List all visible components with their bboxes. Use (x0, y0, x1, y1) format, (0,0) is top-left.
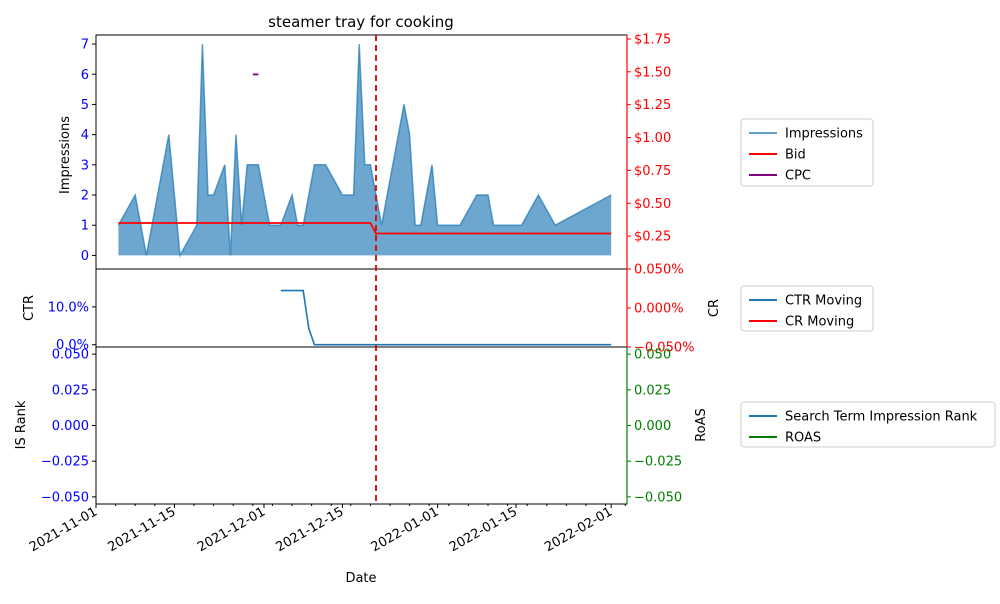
bottom-left-tick-label: −0.050 (41, 490, 89, 505)
middle-right-ylabel: CR (707, 299, 722, 317)
top-left-tick-label: 0 (81, 249, 89, 264)
top-left-tick-label: 2 (81, 189, 89, 204)
bottom-right-tick-label: 0.025 (634, 383, 671, 398)
x-tick-label: 2021-11-01 (27, 504, 100, 555)
top-legend-label: Impressions (785, 127, 863, 142)
top-left-tick-label: 3 (81, 158, 89, 173)
middle-right-tick-label: 0.000% (634, 302, 684, 317)
middle-left-tick-label: 10.0% (48, 300, 89, 315)
bottom-left-tick-label: −0.025 (41, 455, 89, 470)
top-right-tick-label: $0.75 (634, 164, 671, 179)
chart-marks: 0 1 2 3 4 5 6 7 $0.25 $0.50 $0.75 $1.00 $1.25 $1.50 $1… (27, 32, 996, 555)
x-axis-label: Date (345, 571, 376, 586)
x-tick-label: 2021-11-15 (105, 504, 178, 555)
top-right-tick-label: $0.25 (634, 230, 671, 245)
bottom-legend-label: ROAS (785, 431, 821, 446)
bid-line (118, 222, 612, 235)
x-tick-label: 2021-12-15 (273, 504, 346, 555)
bottom-legend-label: Search Term Impression Rank (785, 410, 978, 425)
x-tick-label: 2022-01-15 (447, 504, 520, 555)
middle-left-ylabel: CTR (22, 295, 37, 321)
middle-legend-box (740, 285, 874, 332)
bottom-right-ylabel: RoAS (694, 408, 709, 442)
impressions-area (118, 44, 612, 256)
top-right-tick-label: $0.50 (634, 197, 671, 212)
top-legend-label: Bid (785, 148, 806, 163)
middle-legend-label: CTR Moving (785, 294, 862, 309)
chart-title: steamer tray for cooking (268, 13, 454, 31)
top-left-ylabel: Impressions (58, 116, 73, 194)
bottom-right-tick-label: 0.050 (634, 348, 671, 363)
top-left-tick-label: 5 (81, 98, 89, 113)
middle-right-tick-label: 0.050% (634, 263, 684, 278)
bottom-left-ylabel: IS Rank (14, 400, 29, 449)
x-tick-label: 2021-12-01 (195, 504, 268, 555)
top-right-tick-label: $1.50 (634, 65, 671, 80)
ctr-moving-line (280, 289, 612, 346)
bottom-right-tick-label: 0.000 (634, 419, 671, 434)
top-legend-box (740, 118, 874, 187)
middle-legend-label: CR Moving (785, 315, 854, 330)
middle-left-tick-label: 0.0% (56, 338, 89, 353)
bottom-panel-frame (95, 346, 628, 505)
bottom-left-tick-label: 0.050 (52, 348, 89, 363)
bottom-right-tick-label: −0.050 (634, 490, 682, 505)
x-tick-label: 2022-02-01 (542, 504, 615, 555)
top-legend-label: CPC (785, 169, 811, 184)
bottom-left-tick-label: 0.025 (52, 383, 89, 398)
middle-right-tick-label: −0.050% (634, 341, 694, 356)
top-left-tick-label: 7 (81, 38, 89, 53)
top-right-tick-label: $1.00 (634, 131, 671, 146)
bottom-left-tick-label: 0.000 (52, 419, 89, 434)
top-right-tick-label: $1.25 (634, 98, 671, 113)
top-right-tick-label: $1.75 (634, 32, 671, 47)
top-left-tick-label: 1 (81, 219, 89, 234)
bottom-right-tick-label: −0.025 (634, 455, 682, 470)
top-left-tick-label: 4 (81, 128, 89, 143)
x-tick-label: 2022-01-01 (369, 504, 442, 555)
top-left-tick-label: 6 (81, 68, 89, 83)
bottom-legend-box (740, 401, 996, 448)
impressions-line (117, 44, 612, 258)
middle-panel-frame (95, 268, 628, 348)
